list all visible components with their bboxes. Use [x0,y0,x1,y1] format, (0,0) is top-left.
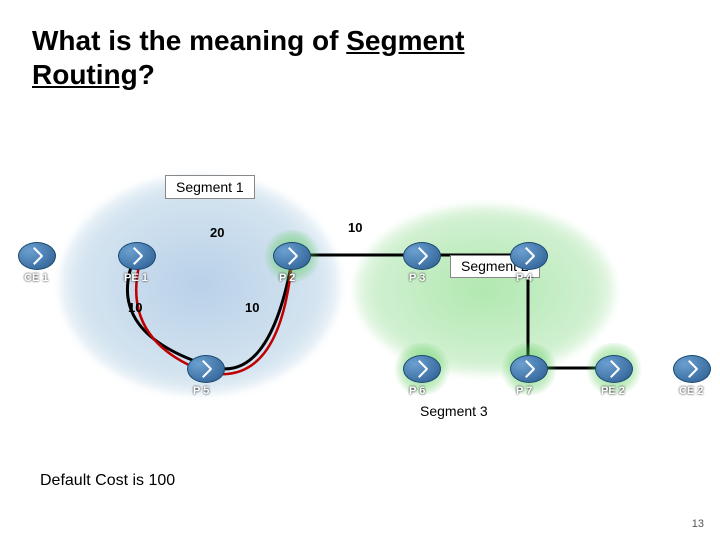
network-diagram: Segment 1 Segment 2 Segment 3 20 10 10 1… [0,130,720,470]
router-label-p4: P 4 [516,272,532,284]
router-pe1 [118,242,156,270]
router-label-ce2: CE 2 [679,385,703,397]
segment1-label: Segment 1 [165,175,255,199]
cost-10c: 10 [245,300,259,315]
segment2-cloud [355,205,615,375]
router-ce2 [673,355,711,383]
router-p7 [510,355,548,383]
router-label-p5: P 5 [193,385,209,397]
router-p2 [273,242,311,270]
page-number: 13 [692,518,704,530]
router-pe2 [595,355,633,383]
router-label-p7: P 7 [516,385,532,397]
router-label-p3: P 3 [409,272,425,284]
router-label-pe1: PE 1 [124,272,148,284]
router-label-pe2: PE 2 [601,385,625,397]
cost-10b: 10 [128,300,142,315]
router-p3 [403,242,441,270]
router-label-ce1: CE 1 [24,272,48,284]
router-label-p2: P 2 [279,272,295,284]
cost-10a: 10 [348,220,362,235]
footer-note: Default Cost is 100 [40,472,175,490]
router-p4 [510,242,548,270]
router-label-p6: P 6 [409,385,425,397]
segment3-label: Segment 3 [410,400,498,422]
cost-20: 20 [210,225,224,240]
router-p5 [187,355,225,383]
slide-title: What is the meaning of Segment Routing? [32,24,464,91]
router-ce1 [18,242,56,270]
router-p6 [403,355,441,383]
